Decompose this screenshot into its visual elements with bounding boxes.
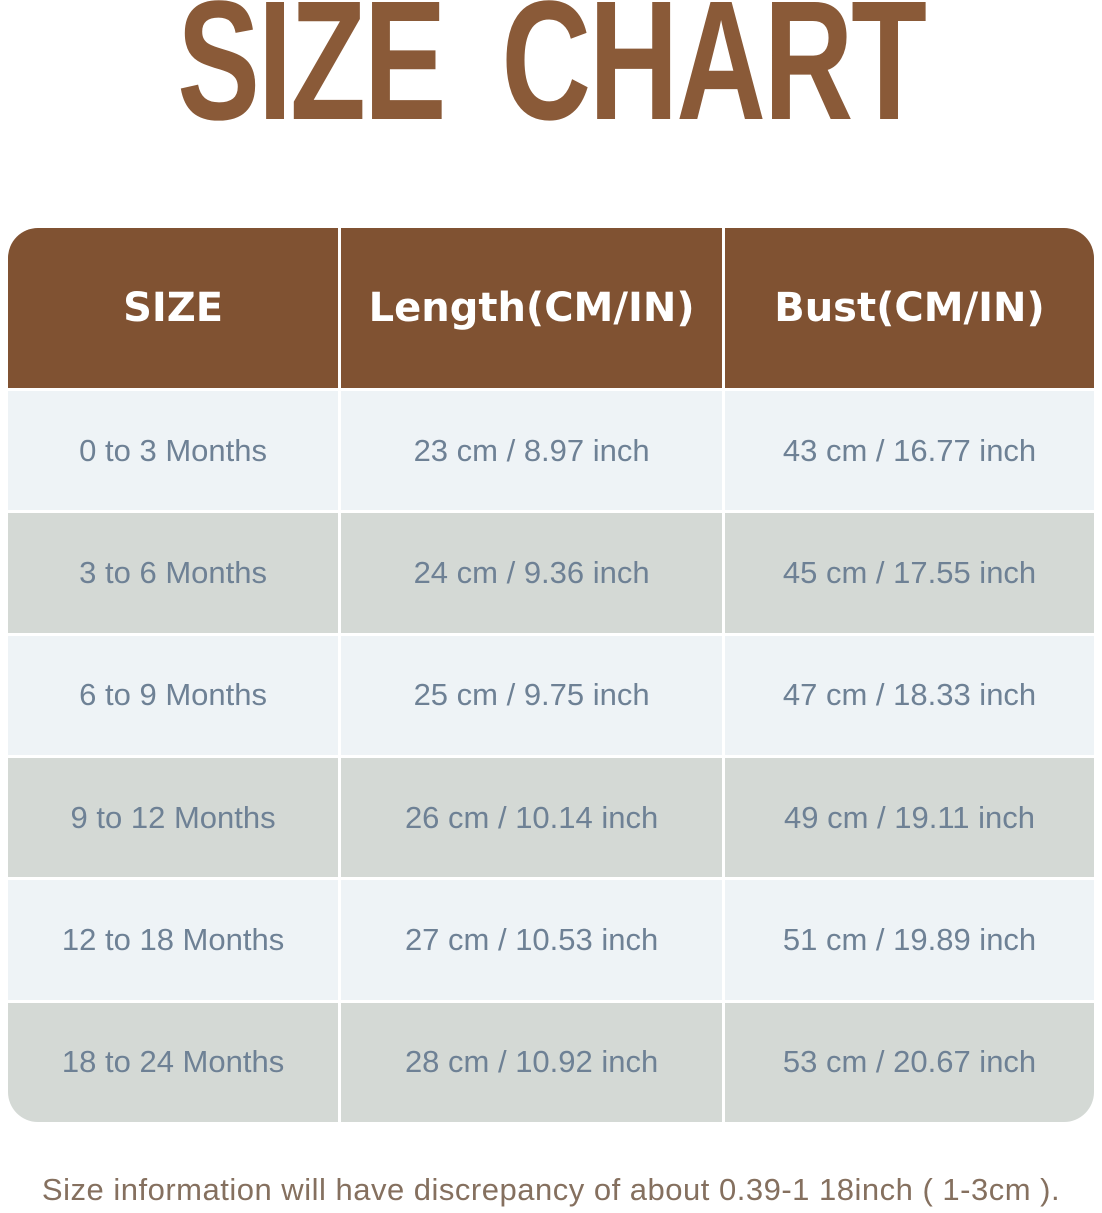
table-cell: 53 cm / 20.67 inch (725, 1002, 1094, 1122)
table-cell: 6 to 9 Months (8, 635, 339, 755)
table-cell: 24 cm / 9.36 inch (341, 513, 723, 633)
table-cell: 9 to 12 Months (8, 758, 339, 878)
column-header: Bust(CM/IN) (725, 228, 1094, 388)
column-header: SIZE (8, 228, 339, 388)
table-cell: 18 to 24 Months (8, 1002, 339, 1122)
table-cell: 25 cm / 9.75 inch (341, 635, 723, 755)
table-cell: 47 cm / 18.33 inch (725, 635, 1094, 755)
table-cell: 0 to 3 Months (8, 391, 339, 511)
table-cell: 28 cm / 10.92 inch (341, 1002, 723, 1122)
table-cell: 27 cm / 10.53 inch (341, 880, 723, 1000)
table-cell: 26 cm / 10.14 inch (341, 758, 723, 878)
page-title: SIZE CHART (177, 0, 927, 156)
table-cell: 3 to 6 Months (8, 513, 339, 633)
size-chart-table: SIZE Length(CM/IN) Bust(CM/IN) 0 to 3 Month… (8, 228, 1094, 1122)
column-header: Length(CM/IN) (341, 228, 723, 388)
table-cell: 51 cm / 19.89 inch (725, 880, 1094, 1000)
table-cell: 12 to 18 Months (8, 880, 339, 1000)
footer-note: Size information will have discrepancy o… (41, 1172, 1061, 1207)
table-cell: 49 cm / 19.11 inch (725, 758, 1094, 878)
table-cell: 45 cm / 17.55 inch (725, 513, 1094, 633)
table-cell: 43 cm / 16.77 inch (725, 391, 1094, 511)
table-cell: 23 cm / 8.97 inch (341, 391, 723, 511)
